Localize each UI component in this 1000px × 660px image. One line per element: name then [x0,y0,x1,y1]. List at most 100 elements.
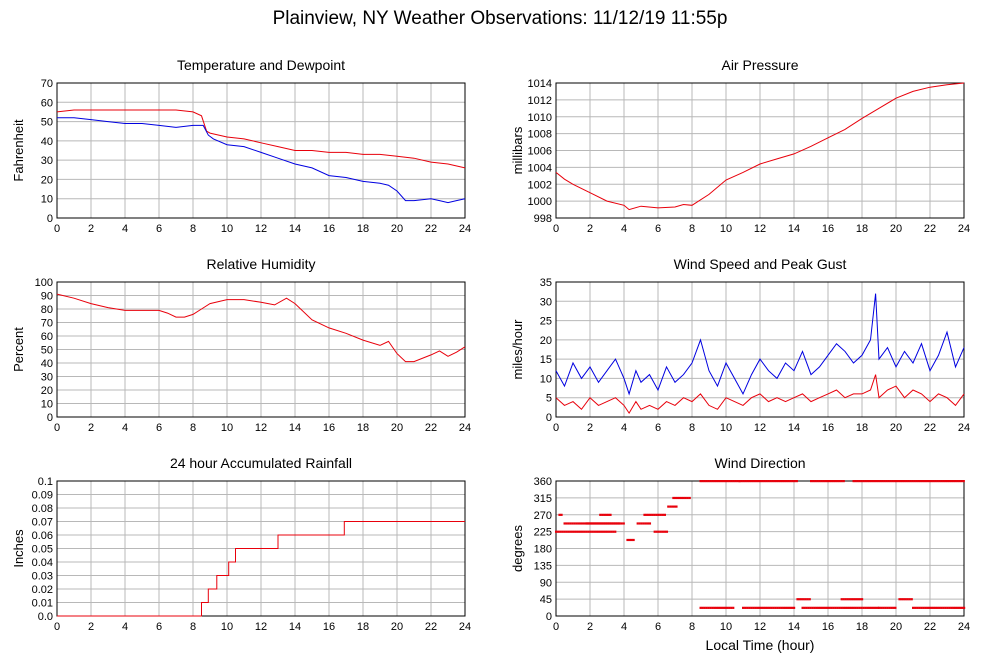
direction-point [585,530,588,533]
direction-point [842,480,845,483]
direction-point [771,480,774,483]
humidity-x-tick-label: 24 [459,422,471,434]
direction-point [956,606,960,609]
direction-point [768,606,771,609]
direction-point [906,598,909,601]
direction-point [909,480,912,483]
temp-x-tick-label: 22 [425,223,437,235]
direction-point [569,522,572,525]
direction-point [728,480,731,483]
direction-point [796,598,799,601]
direction-point [713,606,716,609]
temp-x-tick-label: 6 [156,223,162,235]
direction-point [800,598,803,601]
direction-point [589,522,592,525]
pressure-chart-title: Air Pressure [721,57,798,73]
direction-point [674,496,677,500]
direction-point [770,606,773,609]
direction-x-tick-label: 2 [587,621,593,633]
direction-point [713,480,716,483]
temp-series-blue-line [57,117,466,204]
direction-point [750,606,753,609]
direction-point [711,606,714,609]
direction-point [874,480,878,483]
direction-point [791,480,794,483]
pressure-y-tick-label: 1012 [528,95,552,107]
direction-point [711,480,714,483]
direction-point [603,513,606,516]
direction-point [608,522,611,525]
direction-y-tick-label: 0 [546,611,552,623]
direction-point [808,598,811,601]
rain-y-tick-label: 0.08 [32,503,53,515]
direction-point [587,522,590,525]
direction-point [563,522,566,525]
direction-point [881,480,884,483]
temp-chart-title: Temperature and Dewpoint [177,57,345,73]
direction-point [962,480,965,483]
direction-point [620,522,623,525]
direction-point [817,606,821,609]
direction-point [744,606,747,609]
direction-point [667,505,670,508]
direction-point [728,606,731,609]
direction-point [756,480,760,483]
pressure-y-tick-label: 1000 [528,196,552,208]
direction-point [952,606,955,609]
direction-point [730,480,733,483]
direction-point [836,606,839,609]
direction-point [944,480,947,483]
humidity-x-tick-label: 4 [122,422,128,434]
direction-point [773,480,776,483]
direction-point [746,606,749,609]
temp-x-tick-label: 2 [88,223,94,235]
direction-point [876,480,880,483]
direction-point [905,480,908,483]
wind-x-tick-label: 18 [856,422,868,434]
direction-point [940,480,943,483]
direction-point [850,598,853,601]
temp-y-tick-label: 0 [47,213,53,225]
direction-point [630,538,633,542]
direction-point [803,606,806,609]
rain-y-tick-label: 0.02 [32,584,53,596]
direction-point [750,480,754,483]
direction-point [561,530,564,533]
direction-x-axis-label: Local Time (hour) [706,637,815,653]
temp-plot-frame [56,82,466,219]
direction-point [904,598,907,601]
wind-series-red-line [555,374,965,415]
direction-point [591,530,594,533]
direction-point [777,480,780,483]
direction-point [874,606,878,609]
direction-point [715,480,719,483]
direction-point [559,530,562,533]
direction-point [606,522,609,525]
direction-point [601,530,605,533]
direction-point [577,522,580,525]
direction-point [948,480,951,483]
wind-x-tick-label: 2 [587,422,593,434]
wind-x-tick-label: 4 [621,422,627,434]
direction-point [719,480,723,483]
temp-y-tick-label: 20 [41,174,53,186]
direction-point [840,598,843,601]
rain-series-red-line [57,521,465,617]
direction-point [754,480,758,483]
direction-point [569,530,572,533]
direction-x-tick-label: 14 [788,621,800,633]
direction-point [776,606,779,609]
direction-point [836,480,839,483]
pressure-series-red-line [555,82,965,211]
rain-y-tick-label: 0.0 [38,611,53,623]
direction-point [782,606,785,609]
direction-point [899,480,902,483]
direction-point [761,480,764,483]
direction-point [806,598,809,601]
direction-point [872,606,876,609]
direction-point [814,480,817,483]
humidity-y-tick-label: 0 [47,412,53,424]
humidity-x-tick-label: 14 [289,422,301,434]
direction-point [732,606,735,609]
direction-point [892,606,895,609]
